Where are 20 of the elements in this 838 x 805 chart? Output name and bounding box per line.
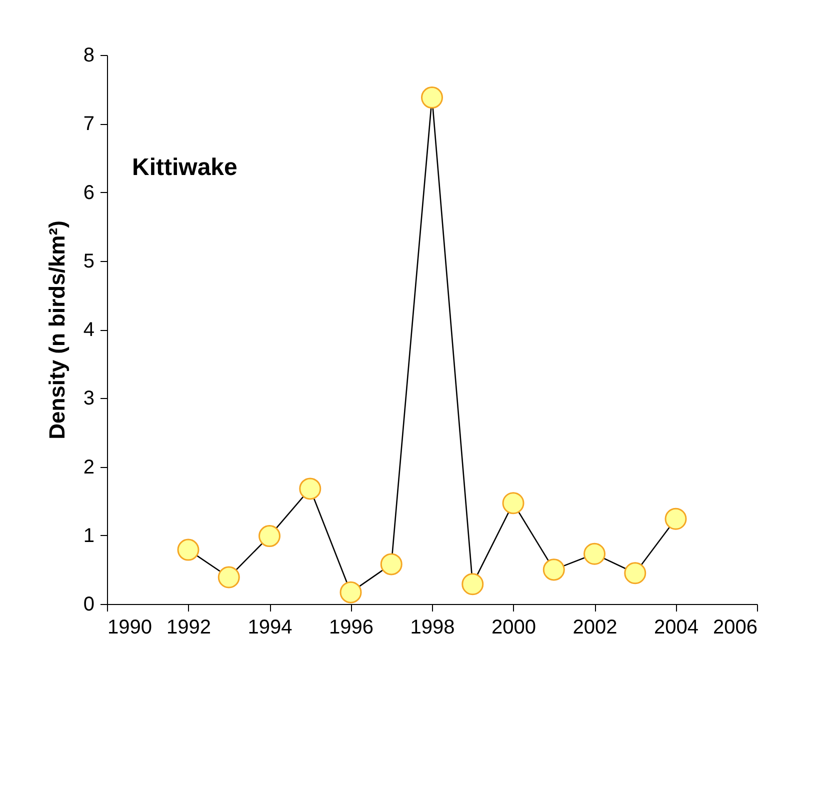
y-tick-label: 0 [83, 594, 94, 616]
y-tick-label: 1 [83, 524, 94, 547]
x-tick-label: 2000 [492, 616, 536, 638]
x-tick-label: 2002 [572, 616, 618, 638]
x-tick-label: 1990 [108, 616, 152, 638]
x-tick-label: 1992 [166, 616, 211, 638]
y-tick-label: 7 [83, 113, 94, 136]
x-tick-label: 1994 [248, 616, 292, 638]
y-tick-label: 5 [83, 250, 94, 272]
y-axis-title: Density (n birds/km²) [44, 220, 70, 440]
x-tick-label: 2006 [713, 616, 758, 638]
x-tick-label: 1996 [329, 616, 374, 638]
x-tick-label: 2004 [654, 616, 698, 638]
y-tick-label: 6 [83, 182, 94, 204]
y-tick-label: 2 [83, 456, 94, 478]
y-tick-label: 4 [83, 319, 94, 341]
y-tick-label: 8 [83, 44, 94, 66]
text: Kittiwake [132, 154, 238, 181]
y-tick-label: 3 [83, 388, 94, 410]
x-tick-label: 1998 [410, 616, 455, 638]
